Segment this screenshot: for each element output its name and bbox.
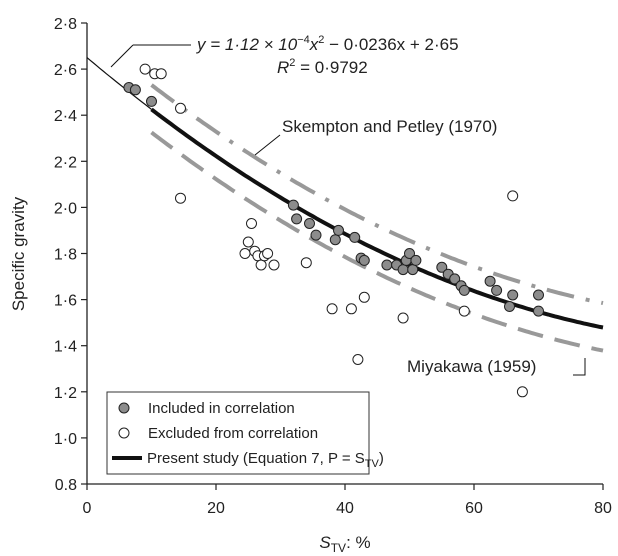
curves [86, 57, 604, 353]
point-included [533, 305, 544, 317]
legend-box [106, 391, 370, 475]
point-excluded [246, 218, 257, 229]
point-excluded [397, 312, 409, 324]
point-excluded [326, 303, 338, 315]
point-included [310, 229, 322, 241]
y-tick-label: 2·8 [54, 16, 77, 33]
point-included [358, 254, 370, 266]
point-included [504, 301, 515, 312]
point-included [491, 284, 503, 296]
x-tick-label: 20 [207, 500, 225, 517]
point-included [507, 289, 519, 301]
point-included [410, 254, 422, 266]
x-tick-label: 60 [465, 500, 483, 517]
miyakawa-leader [573, 358, 586, 376]
y-tick-label: 1·0 [54, 431, 77, 448]
point-excluded [507, 190, 519, 202]
y-tick-label: 2·0 [54, 200, 77, 217]
y-tick-label: 2·2 [54, 154, 77, 171]
point-included [304, 218, 315, 229]
x-ticks: 0 20 40 60 80 [83, 484, 612, 517]
x-axis-label: STV: % [319, 533, 370, 555]
point-included [291, 213, 303, 225]
curve-dash-dot [150, 83, 604, 306]
legend-label-present: Present study (Equation 7, P = STV) [147, 450, 384, 470]
y-tick-label: 2·6 [54, 62, 77, 79]
point-included [484, 275, 496, 287]
y-tick-label: 1·8 [54, 247, 77, 264]
x-axis-label-main: S [319, 533, 331, 552]
point-excluded [358, 291, 370, 303]
point-included [449, 273, 461, 285]
x-axis-label-suffix: : % [346, 533, 371, 552]
miyakawa-label: Miyakawa (1959) [407, 357, 536, 376]
point-included [407, 264, 419, 276]
point-excluded [139, 63, 151, 75]
y-tick-label: 0.8 [55, 477, 77, 494]
point-excluded [242, 236, 254, 248]
curve-solid [150, 107, 604, 330]
point-included [404, 248, 415, 259]
y-tick-label: 1·2 [54, 385, 77, 402]
curve-thin [86, 57, 152, 110]
equation-leader [110, 44, 134, 68]
x-tick-label: 40 [336, 500, 354, 517]
y-tick-label: 1·4 [54, 339, 77, 356]
point-included [287, 199, 299, 211]
legend: Included in correlation Excluded from co… [106, 391, 384, 475]
point-included [381, 259, 393, 271]
x-tick-label: 0 [83, 500, 92, 517]
point-excluded [352, 354, 364, 365]
point-included [333, 224, 344, 236]
x-axis-label-sub: TV [331, 541, 346, 555]
y-tick-label: 2·4 [54, 108, 77, 125]
point-excluded [175, 192, 186, 204]
equation-text: y = 1·12 × 10−4x2 − 0·0236x + 2·65 [196, 34, 459, 54]
point-excluded [516, 386, 528, 398]
x-tick-label: 80 [594, 500, 612, 517]
point-included [146, 95, 157, 107]
point-included [329, 234, 341, 246]
point-excluded [458, 305, 470, 317]
legend-marker-included [118, 402, 130, 414]
r-squared-text: R2 = 0·9792 [277, 57, 368, 77]
legend-marker-excluded [118, 427, 130, 439]
y-ticks: 0.8 1·0 1·2 1·4 1·6 1·8 2·0 2·2 2·4 2·6 2·8 [54, 16, 87, 494]
y-tick-label: 1·6 [54, 293, 77, 310]
point-excluded [345, 303, 357, 315]
data-points [123, 63, 544, 398]
point-excluded [175, 102, 186, 114]
legend-label-included: Included in correlation [148, 400, 295, 417]
curve-dashed [150, 130, 604, 353]
point-included [533, 289, 544, 301]
skempton-leader [254, 134, 281, 156]
point-excluded [300, 257, 312, 269]
legend-label-excluded: Excluded from correlation [148, 425, 318, 442]
point-excluded [155, 68, 167, 80]
point-excluded [239, 248, 251, 259]
point-included [349, 231, 361, 243]
y-axis-label: Specific gravity [9, 196, 28, 311]
point-excluded [268, 259, 280, 271]
point-excluded [255, 259, 267, 271]
point-included [397, 264, 409, 276]
point-excluded [262, 248, 274, 259]
point-included [129, 84, 141, 96]
skempton-label: Skempton and Petley (1970) [282, 117, 497, 136]
point-included [436, 261, 448, 273]
point-included [458, 284, 470, 296]
